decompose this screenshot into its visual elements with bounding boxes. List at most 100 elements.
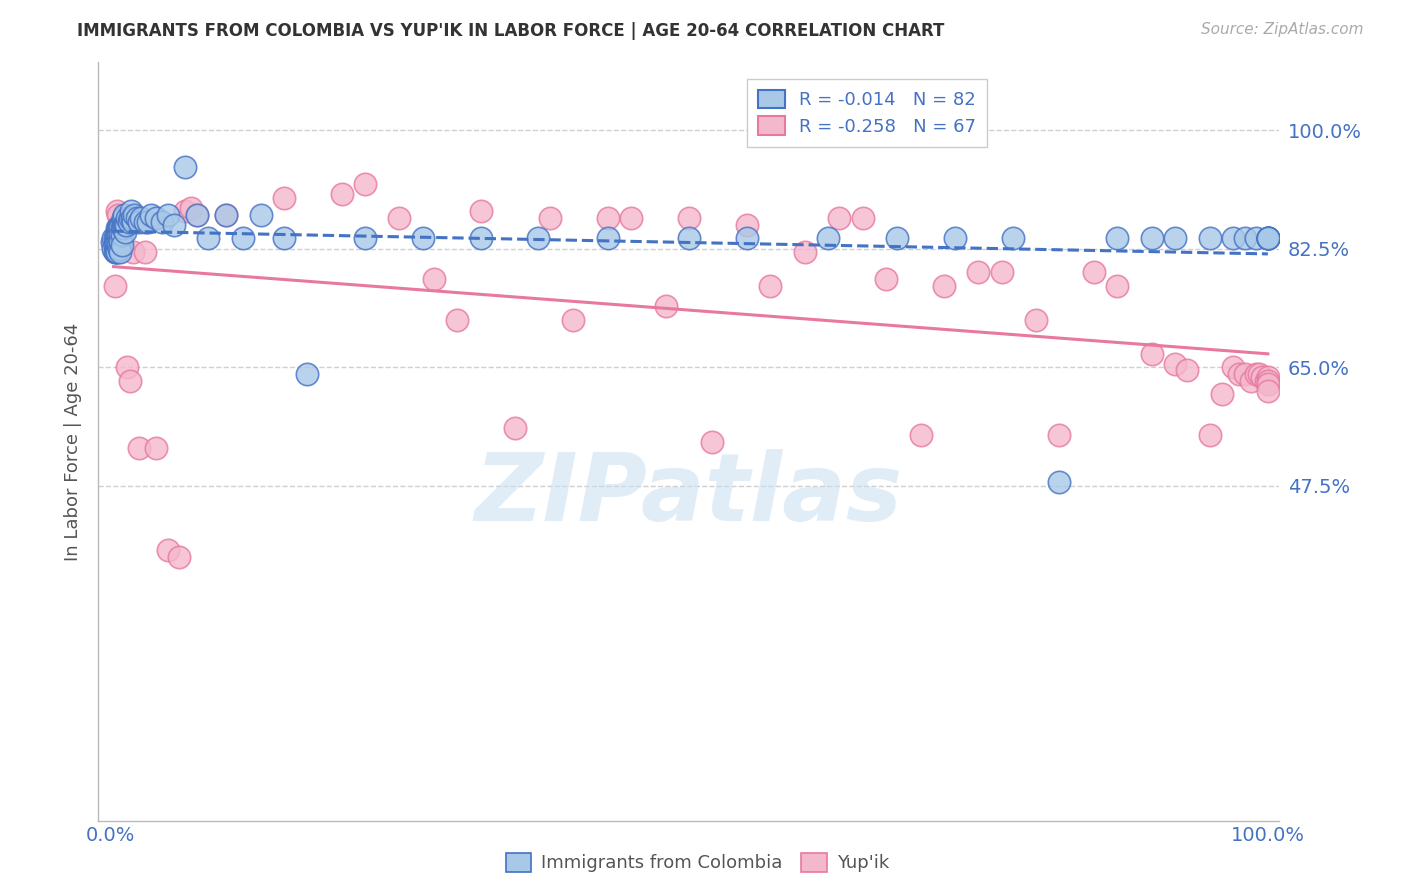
Point bbox=[423, 272, 446, 286]
Point bbox=[1257, 370, 1279, 384]
Point bbox=[910, 427, 932, 442]
Point bbox=[562, 312, 585, 326]
Point bbox=[110, 221, 132, 235]
Point bbox=[128, 442, 150, 456]
Point bbox=[108, 242, 131, 256]
Point bbox=[1257, 231, 1279, 245]
Point bbox=[1251, 370, 1274, 384]
Point bbox=[112, 218, 135, 232]
Point bbox=[678, 211, 700, 226]
Point bbox=[273, 191, 295, 205]
Point bbox=[932, 278, 955, 293]
Point bbox=[967, 265, 990, 279]
Point bbox=[128, 214, 150, 228]
Point bbox=[678, 231, 700, 245]
Point bbox=[156, 208, 179, 222]
Point bbox=[1140, 346, 1163, 360]
Point bbox=[103, 242, 125, 256]
Legend: R = -0.014   N = 82, R = -0.258   N = 67: R = -0.014 N = 82, R = -0.258 N = 67 bbox=[747, 79, 987, 146]
Point bbox=[1140, 231, 1163, 245]
Point bbox=[412, 231, 434, 245]
Point bbox=[215, 208, 238, 222]
Point bbox=[110, 228, 132, 243]
Point bbox=[1222, 360, 1244, 375]
Point bbox=[103, 231, 125, 245]
Text: Immigrants from Colombia: Immigrants from Colombia bbox=[541, 854, 783, 871]
Point bbox=[150, 214, 173, 228]
Point bbox=[1246, 231, 1268, 245]
Point bbox=[875, 272, 897, 286]
Point bbox=[117, 214, 139, 228]
Point bbox=[174, 161, 197, 175]
Point bbox=[105, 228, 128, 243]
Point bbox=[620, 211, 643, 226]
Point bbox=[104, 278, 127, 293]
Point bbox=[700, 434, 723, 449]
Point bbox=[105, 235, 128, 249]
Point bbox=[108, 231, 131, 245]
Point bbox=[110, 238, 132, 252]
Point bbox=[1227, 367, 1250, 381]
Text: ZIPatlas: ZIPatlas bbox=[475, 449, 903, 541]
Point bbox=[538, 211, 561, 226]
Point bbox=[105, 221, 128, 235]
Point bbox=[1257, 231, 1279, 245]
Point bbox=[655, 299, 678, 313]
Point bbox=[1257, 376, 1279, 391]
Point bbox=[852, 211, 875, 226]
Point bbox=[156, 542, 179, 557]
Point bbox=[117, 360, 139, 375]
Point bbox=[793, 244, 815, 259]
Point bbox=[330, 187, 353, 202]
Point bbox=[104, 228, 127, 243]
Point bbox=[129, 211, 152, 226]
Point bbox=[111, 218, 134, 232]
Point bbox=[114, 225, 136, 239]
Point bbox=[1257, 384, 1279, 398]
Point bbox=[828, 211, 851, 226]
Point bbox=[110, 235, 132, 249]
Point bbox=[759, 278, 782, 293]
Point bbox=[446, 312, 468, 326]
Text: IMMIGRANTS FROM COLOMBIA VS YUP'IK IN LABOR FORCE | AGE 20-64 CORRELATION CHART: IMMIGRANTS FROM COLOMBIA VS YUP'IK IN LA… bbox=[77, 22, 945, 40]
Point bbox=[104, 244, 127, 259]
Point bbox=[470, 204, 492, 219]
Point bbox=[388, 211, 411, 226]
Point bbox=[108, 218, 131, 232]
Point bbox=[101, 235, 124, 249]
Point bbox=[104, 244, 127, 259]
Text: Yup'ik: Yup'ik bbox=[837, 854, 889, 871]
Point bbox=[1222, 231, 1244, 245]
Point bbox=[886, 231, 908, 245]
Point bbox=[107, 238, 129, 252]
Point bbox=[145, 442, 167, 456]
Point bbox=[1239, 374, 1261, 388]
Point bbox=[114, 208, 136, 222]
Point bbox=[470, 231, 492, 245]
Point bbox=[527, 231, 550, 245]
Point bbox=[1199, 231, 1222, 245]
Point bbox=[115, 218, 138, 232]
Point bbox=[110, 228, 132, 243]
Point bbox=[169, 549, 191, 564]
Point bbox=[1257, 231, 1279, 245]
Point bbox=[1254, 374, 1277, 388]
Point bbox=[353, 231, 375, 245]
Point bbox=[1199, 427, 1222, 442]
Point bbox=[1233, 367, 1256, 381]
Point bbox=[124, 208, 146, 222]
Point bbox=[1164, 231, 1187, 245]
Point bbox=[735, 218, 758, 232]
Point bbox=[107, 221, 129, 235]
Point bbox=[186, 208, 208, 222]
Point bbox=[990, 265, 1012, 279]
Point bbox=[104, 238, 127, 252]
Point bbox=[1211, 387, 1233, 401]
Point bbox=[121, 211, 143, 226]
Point bbox=[1246, 367, 1268, 381]
Point bbox=[503, 421, 526, 435]
Point bbox=[1107, 231, 1129, 245]
Point bbox=[1049, 475, 1071, 490]
Point bbox=[353, 178, 375, 192]
Point bbox=[136, 214, 159, 228]
